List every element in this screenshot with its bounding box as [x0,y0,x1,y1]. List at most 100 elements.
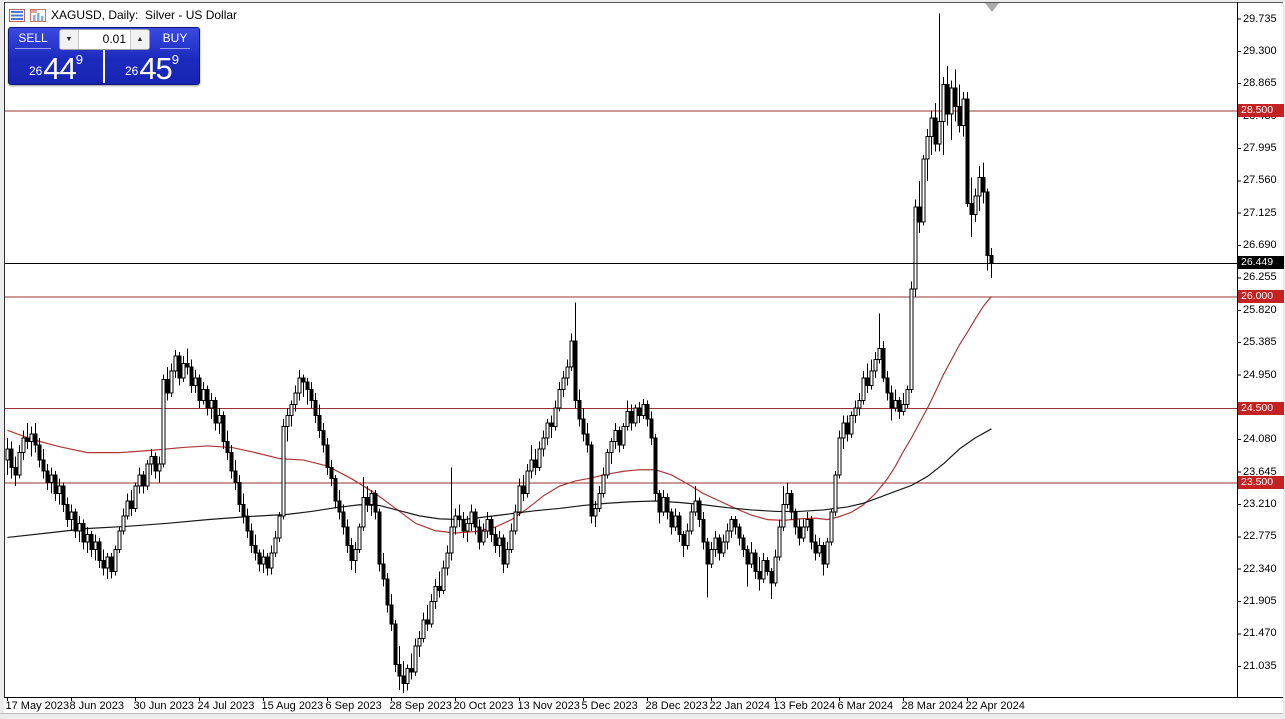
candle [205,385,210,416]
candle [461,512,466,539]
price-axis-label: 24.950 [1243,368,1277,381]
candle [665,493,670,520]
window-edge-bottom [0,713,1285,719]
candle [429,594,434,628]
candle [857,393,862,416]
candle [701,512,706,550]
candle [777,519,782,561]
candle [261,549,266,574]
one-click-trading-panel: SELL ▼ 0.01 ▲ BUY 26 44 9 26 45 9 [8,27,200,85]
candle [941,76,946,156]
chart-shift-marker-icon[interactable] [985,3,999,12]
candle [453,508,458,535]
candle [145,460,150,490]
candle [81,519,86,550]
date-axis-label: 28 Dec 2023 [645,700,708,712]
buy-button[interactable]: BUY [151,28,199,49]
trade-panel-prices: 26 44 9 26 45 9 [9,49,199,84]
date-axis-label: 22 Apr 2024 [965,700,1025,712]
sell-button[interactable]: SELL [9,28,57,49]
candle [337,489,342,520]
candle [441,560,446,594]
candle [201,381,206,405]
date-axis-label: 15 Aug 2023 [261,700,324,712]
candle [833,471,838,516]
candle [625,400,630,431]
candle [157,456,162,483]
candle [237,474,242,513]
candle [829,508,834,546]
candle [757,556,762,591]
candle [989,248,994,278]
candle [789,489,794,520]
buy-price-main: 45 [139,51,172,86]
candle [325,437,330,475]
candle [781,486,786,531]
candle [393,620,398,673]
price-axis-label: 29.735 [1243,12,1277,25]
candle [41,448,46,479]
candle [353,541,358,574]
volume-decrease-button[interactable]: ▼ [60,30,79,49]
sell-button-label: SELL [15,31,51,49]
candle [189,359,194,394]
candle [605,448,610,479]
candle [897,396,902,420]
candle [57,478,62,505]
candle [249,523,254,554]
date-axis-label: 30 Jun 2023 [133,700,195,712]
candle [465,515,470,542]
candle [589,441,594,524]
candle [229,445,234,479]
candle [381,553,386,587]
candle [397,646,402,690]
candle [609,437,614,464]
candle [97,538,102,568]
candle [785,482,790,509]
candle [713,530,718,557]
candle [569,333,574,371]
candle [33,422,38,453]
candle [769,567,774,600]
candle [437,571,442,598]
candle [801,519,806,542]
candle [37,437,42,468]
window-edge-top [0,0,1285,2]
candle [793,508,798,535]
candle [101,549,106,576]
candle [313,393,318,423]
candle [797,519,802,546]
candle [573,302,578,408]
candle [129,489,134,516]
candle [93,534,98,561]
candle [841,415,846,449]
buy-price[interactable]: 26 45 9 [105,49,199,84]
candle [173,349,178,379]
volume-stepper: ▼ 0.01 ▲ [59,29,150,50]
sell-price[interactable]: 26 44 9 [9,49,103,84]
volume-input[interactable]: 0.01 [102,32,126,46]
candle [77,515,82,542]
data-window-icon [30,8,46,22]
candle [905,385,910,408]
price-axis-label: 26.690 [1243,239,1277,252]
candle [541,430,546,457]
candle [697,497,702,528]
market-watch-icon [9,8,25,22]
candle [489,515,494,542]
candle [549,415,554,438]
candle [413,638,418,676]
candle [13,456,18,487]
candle [417,631,422,658]
candle [121,508,126,535]
candle [281,419,286,520]
horizontal-level-lines [5,110,1237,484]
candle [105,553,110,580]
candle [525,463,530,498]
candle [225,430,230,461]
candle [705,538,710,598]
volume-increase-button[interactable]: ▲ [130,30,149,49]
candle [289,400,294,427]
candle [965,91,970,208]
